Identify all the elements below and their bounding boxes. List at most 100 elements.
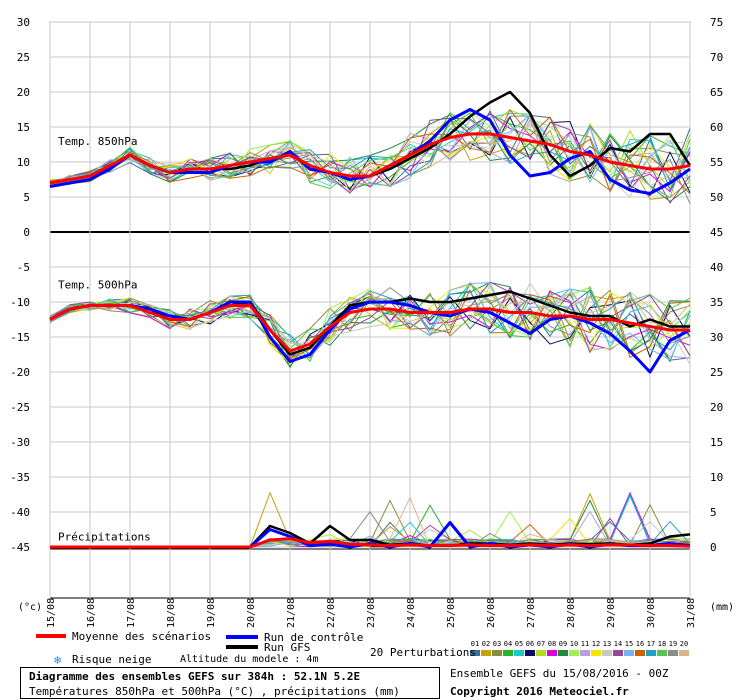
footer-title-box: Diagramme des ensembles GEFS sur 384h : … [20, 667, 440, 699]
y-right-tick-label: 5 [710, 506, 717, 519]
perturbation-swatch-10 [569, 650, 579, 656]
x-date-label: 18/08 [166, 598, 177, 628]
y-right-unit: (mm) [710, 602, 734, 613]
y-right-tick-label: 40 [710, 261, 723, 274]
legend-perturbations-label: 20 Perturbations [370, 646, 476, 659]
perturbation-number: 10 [570, 640, 578, 648]
perturbation-number: 20 [680, 640, 688, 648]
x-date-label: 20/08 [246, 598, 257, 628]
y-right-tick-label: 65 [710, 86, 723, 99]
y-right-tick-label: 15 [710, 436, 723, 449]
series-line-1-t500 [49, 300, 691, 374]
footer-subtitle: Températures 850hPa et 500hPa (°C) , pré… [29, 685, 400, 698]
main-series-lines [49, 90, 692, 549]
panel-labels: Temp. 850hPa Temp. 500hPa Précipitations [58, 135, 151, 544]
perturbation-number: 13 [603, 640, 611, 648]
legend-swatches: 01 02 03 04 05 06 07 08 09 10 11 12 13 14 15 16 17 18 19 20 [36, 634, 689, 656]
y-left-tick-label: 10 [17, 156, 30, 169]
perturbation-number: 07 [537, 640, 545, 648]
y-left-tick-label: 20 [17, 86, 30, 99]
ensemble-info: Ensemble GEFS du 15/08/2016 - 00Z [450, 667, 669, 680]
perturbation-number: 16 [636, 640, 644, 648]
snowflake-icon: ❄ [54, 653, 62, 667]
perturbation-number: 12 [592, 640, 600, 648]
series-line-0-t500 [49, 304, 690, 353]
perturbation-swatch-2 [481, 650, 491, 656]
perturbation-line-17 [49, 124, 691, 192]
y-left-tick-label: -15 [10, 331, 30, 344]
perturbation-line-20 [49, 123, 691, 193]
y-left-tick-label: -40 [10, 506, 30, 519]
perturbation-swatch-7 [536, 650, 546, 656]
series-line-0-precip [50, 537, 691, 549]
perturbation-swatch-12 [591, 650, 601, 656]
x-date-label: 25/08 [446, 598, 457, 628]
perturbation-swatch-19 [668, 650, 678, 656]
x-date-label: 17/08 [126, 598, 137, 628]
perturbation-number: 17 [647, 640, 655, 648]
perturbation-swatch-18 [657, 650, 667, 656]
y-right-tick-label: 10 [710, 471, 723, 484]
series-line-0-t850 [49, 132, 691, 185]
model-altitude: Altitude du modele : 4m [180, 654, 319, 665]
perturbation-swatch-14 [613, 650, 623, 656]
perturbation-number: 06 [526, 640, 534, 648]
x-date-label: 16/08 [86, 598, 97, 628]
perturbation-swatch-1 [470, 650, 480, 656]
perturbation-swatch-20 [679, 650, 689, 656]
legend-mean-label: Moyenne des scénarios [72, 630, 212, 643]
legend-control-label: Run de contrôle [264, 631, 364, 644]
x-date-label: 21/08 [286, 598, 297, 628]
perturbation-number: 11 [581, 640, 589, 648]
perturbation-number: 15 [625, 640, 633, 648]
y-right-tick-label: 25 [710, 366, 723, 379]
perturbation-swatch-6 [525, 650, 535, 656]
y-right-tick-label: 0 [710, 541, 717, 554]
perturbation-number: 02 [482, 640, 490, 648]
perturbation-number: 18 [658, 640, 666, 648]
x-date-label: 30/08 [646, 598, 657, 628]
y-left-unit: (°c) [18, 602, 42, 613]
panel-label-t500: Temp. 500hPa [58, 279, 137, 292]
y-left-tick-label: -10 [10, 296, 30, 309]
y-right-tick-label: 50 [710, 191, 723, 204]
x-date-label: 28/08 [566, 598, 577, 628]
y-right-tick-label: 60 [710, 121, 723, 134]
perturbation-number: 01 [471, 640, 479, 648]
perturbation-number: 04 [504, 640, 512, 648]
y-right-tick-label: 75 [710, 16, 723, 29]
perturbation-line-14 [49, 117, 691, 204]
y-left-tick-label: 30 [17, 16, 30, 29]
perturbation-swatch-15 [624, 650, 634, 656]
perturbation-number: 03 [493, 640, 501, 648]
perturbation-swatch-3 [492, 650, 502, 656]
perturbation-line-11 [49, 117, 691, 194]
y-right-tick-label: 20 [710, 401, 723, 414]
y-left-tick-label: -25 [10, 401, 30, 414]
perturbation-line-10 [49, 284, 691, 361]
y-right-tick-label: 45 [710, 226, 723, 239]
perturbation-swatch-11 [580, 650, 590, 656]
y-right-tick-label: 55 [710, 156, 723, 169]
x-date-label: 31/08 [686, 598, 697, 628]
perturbation-number: 19 [669, 640, 677, 648]
x-date-label: 27/08 [526, 598, 537, 628]
x-date-label: 29/08 [606, 598, 617, 628]
x-date-label: 24/08 [406, 598, 417, 628]
perturbation-swatch-4 [503, 650, 513, 656]
x-date-label: 22/08 [326, 598, 337, 628]
perturbation-line-8 [49, 113, 691, 193]
copyright: Copyright 2016 Meteociel.fr [450, 685, 629, 698]
x-date-label: 15/08 [46, 598, 57, 628]
legend-snow-label: Risque neige [72, 653, 152, 666]
x-date-label: 19/08 [206, 598, 217, 628]
perturbation-number: 08 [548, 640, 556, 648]
y-left-tick-label: 15 [17, 121, 30, 134]
perturbation-swatch-16 [635, 650, 645, 656]
y-right-tick-label: 30 [710, 331, 723, 344]
perturbation-number: 05 [515, 640, 523, 648]
legend-gfs-label: Run GFS [264, 641, 311, 654]
y-left-tick-label: -35 [10, 471, 30, 484]
